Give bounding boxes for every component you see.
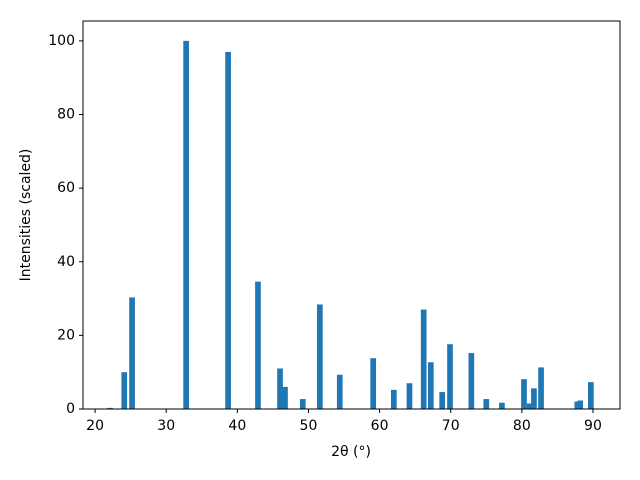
y-axis-label: Intensities (scaled) bbox=[18, 149, 34, 282]
y-tick-label: 20 bbox=[57, 327, 75, 343]
x-tick-label: 70 bbox=[442, 418, 460, 434]
x-tick-label: 90 bbox=[584, 418, 602, 434]
bar bbox=[317, 304, 323, 409]
bar bbox=[483, 399, 490, 409]
bar bbox=[499, 402, 505, 409]
bar bbox=[107, 407, 113, 409]
bar bbox=[121, 372, 128, 409]
bar bbox=[277, 368, 283, 409]
bar bbox=[299, 399, 306, 409]
bar bbox=[255, 281, 261, 409]
bar bbox=[468, 353, 475, 409]
x-tick-label: 80 bbox=[513, 418, 531, 434]
plot-frame bbox=[82, 20, 621, 410]
x-tick-label: 50 bbox=[300, 418, 318, 434]
bar bbox=[390, 389, 397, 409]
y-tick-label: 100 bbox=[48, 33, 75, 49]
x-tick-label: 40 bbox=[228, 418, 246, 434]
bar bbox=[129, 297, 135, 409]
bar bbox=[282, 386, 288, 409]
bar bbox=[420, 309, 427, 409]
bar bbox=[427, 362, 434, 409]
bar bbox=[336, 374, 343, 409]
y-tick-label: 40 bbox=[57, 254, 75, 270]
bar bbox=[531, 388, 537, 409]
bar bbox=[521, 379, 527, 409]
y-tick-label: 80 bbox=[57, 107, 75, 123]
bar bbox=[447, 344, 453, 409]
bar bbox=[587, 382, 594, 409]
x-axis-label: 2θ (°) bbox=[331, 444, 371, 460]
bar bbox=[439, 392, 446, 409]
x-tick-label: 60 bbox=[371, 418, 389, 434]
bar bbox=[370, 358, 377, 409]
bar bbox=[526, 403, 533, 409]
y-tick-label: 0 bbox=[66, 401, 75, 417]
y-tick-label: 60 bbox=[57, 180, 75, 196]
bar bbox=[183, 40, 189, 409]
x-tick-label: 20 bbox=[86, 418, 104, 434]
bar bbox=[577, 400, 584, 409]
x-tick-label: 30 bbox=[157, 418, 175, 434]
bar bbox=[538, 367, 544, 409]
bar bbox=[406, 383, 413, 409]
bar bbox=[225, 51, 231, 409]
